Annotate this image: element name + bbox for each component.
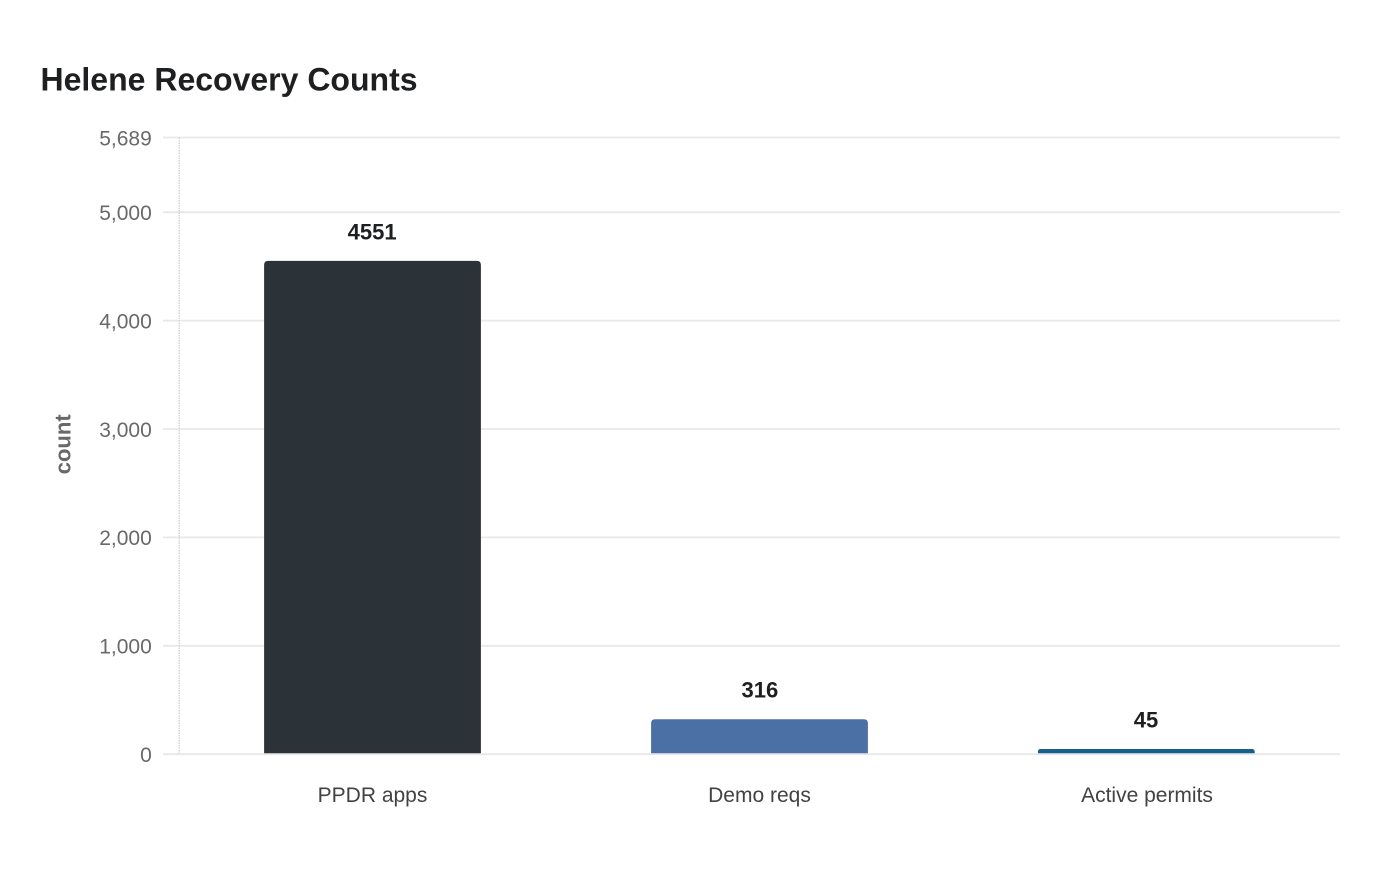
svg-text:45: 45 [1134, 708, 1158, 733]
svg-text:316: 316 [742, 678, 779, 703]
svg-text:Helene Recovery Counts: Helene Recovery Counts [41, 62, 418, 98]
svg-text:5,689: 5,689 [99, 127, 152, 150]
svg-text:3,000: 3,000 [99, 419, 152, 442]
svg-text:1,000: 1,000 [99, 636, 152, 659]
svg-text:0: 0 [140, 744, 152, 767]
svg-text:2,000: 2,000 [99, 527, 152, 550]
svg-text:4,000: 4,000 [99, 310, 152, 333]
svg-text:Active permits: Active permits [1081, 784, 1213, 807]
svg-text:4551: 4551 [348, 220, 397, 245]
svg-text:Demo reqs: Demo reqs [708, 784, 811, 807]
svg-text:PPDR apps: PPDR apps [318, 784, 428, 807]
svg-text:5,000: 5,000 [99, 202, 152, 225]
svg-text:count: count [50, 414, 75, 475]
